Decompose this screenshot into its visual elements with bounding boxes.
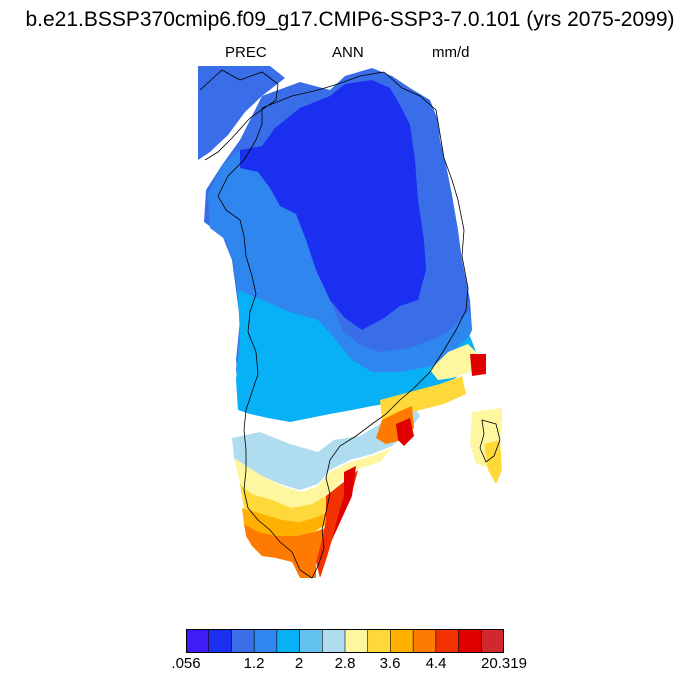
coastline-main [199,69,469,579]
coastline-island [479,419,501,463]
colorbar-swatch [231,629,255,653]
colorbar-swatch [435,629,460,653]
colorbar-swatch [480,629,504,653]
colorbar-border [186,629,504,653]
map-region-se-coast-darkred [332,466,356,540]
colorbar-swatch [276,629,301,653]
colorbar-label-2: 2 [294,655,304,672]
colorbar-label-1-2: 1.2 [243,655,265,672]
colorbar-swatch [412,629,437,653]
map-region-east-gold [380,376,466,420]
colorbar-swatch [344,629,369,653]
map-region-south-yellow [234,448,392,508]
colorbar-swatch [208,629,233,653]
map-region-interior [240,80,426,330]
colorbar [186,629,504,653]
map-region-cyan [236,290,476,422]
map-region-east-yellow [430,344,480,380]
colorbar-label-min: .056 [171,655,201,672]
map-region-south-lightblue [232,404,420,490]
colorbar-swatch [367,629,392,653]
colorbar-swatch [321,629,346,653]
map-region-south-gold [240,474,358,522]
map-region-south-orange [242,506,334,536]
colorbar-swatch [390,629,414,653]
map-region-nw-peninsula [198,66,285,160]
map-region-island-gold [484,440,502,484]
units-label: mm/d [432,44,470,61]
variable-label: PREC [225,44,267,61]
colorbar-label-4-4: 4.4 [425,655,447,672]
colorbar-swatch [299,629,324,653]
colorbar-label-2-8: 2.8 [334,655,356,672]
map-cells [198,66,502,578]
map-region-east-red [396,418,414,446]
colorbar-label-max: 20.319 [481,655,527,672]
map-region-east-far-red [470,354,486,376]
map-region-south-tip [244,524,326,578]
period-label: ANN [332,44,364,61]
plot-title: b.e21.BSSP370cmip6.f09_g17.CMIP6-SSP3-7.… [25,8,675,31]
colorbar-swatch [186,629,210,653]
colorbar-swatch [458,629,483,653]
coastline [199,69,501,579]
colorbar-swatch [253,629,278,653]
colorbar-label-3-6: 3.6 [379,655,401,672]
